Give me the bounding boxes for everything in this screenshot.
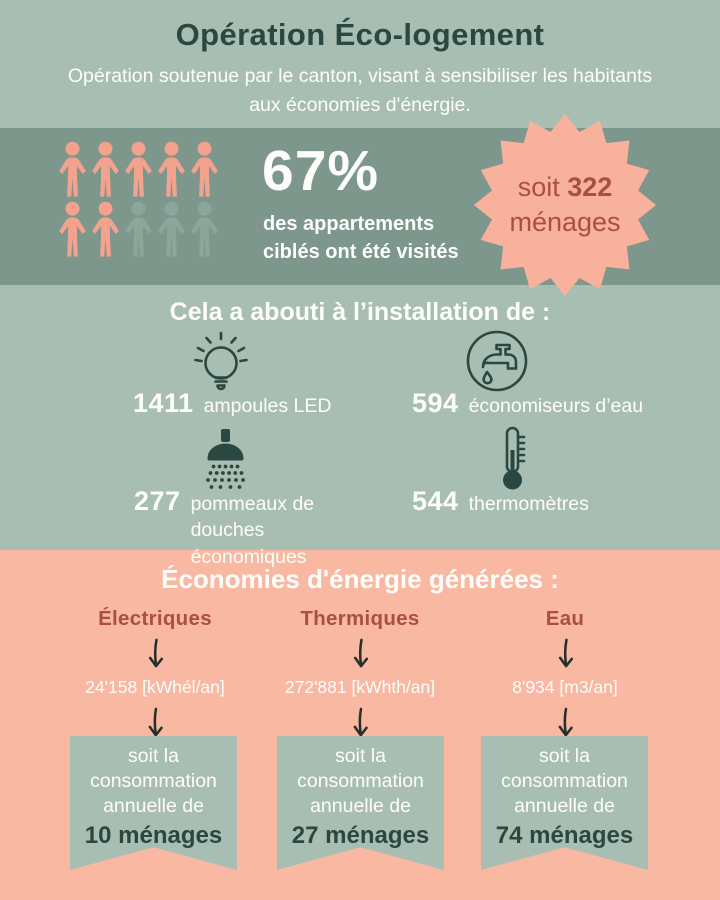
install-item-label: thermomètres (468, 493, 589, 515)
savings-column-label: Électriques (98, 607, 212, 630)
savings-column-label: Thermiques (300, 607, 420, 630)
person-icon (158, 201, 185, 257)
install-item-shower-heads: 277 pommeaux de douches économiques (134, 486, 373, 570)
shower-head-icon (206, 429, 245, 489)
badge-text: soit 322 ménages (472, 112, 658, 298)
households-badge: soit 322 ménages (472, 112, 658, 298)
down-arrow-icon (555, 638, 576, 671)
page-subtitle: Opération soutenue par le canton, visant… (67, 65, 653, 117)
savings-column-label: Eau (545, 607, 585, 630)
badge-prefix: soit (517, 171, 560, 202)
water-tap-icon (466, 330, 528, 392)
ribbon-value: 74 ménages (495, 821, 634, 849)
percent-caption: des appartements ciblés ont été visités (263, 213, 459, 263)
ribbon-text: soit la consommation annuelle de (501, 745, 628, 817)
install-item-value: 1411 (133, 388, 194, 418)
person-icon (191, 141, 218, 197)
down-arrow-icon (145, 707, 166, 740)
page-title: Opération Éco-logement (175, 17, 545, 52)
down-arrow-icon (145, 638, 166, 671)
down-arrow-icon (350, 638, 371, 671)
badge-number: 322 (567, 171, 613, 202)
badge-suffix: ménages (509, 207, 621, 237)
thermometer-icon (503, 426, 526, 490)
installation-heading: Cela a abouti à l’installation de : (169, 298, 551, 326)
savings-column-water: Eau 8'934 [m3/an] (455, 607, 675, 743)
installation-band (0, 285, 720, 550)
savings-column-value: 8'934 [m3/an] (512, 677, 618, 697)
install-item-leds: 1411 ampoules LED (133, 388, 386, 419)
percent-value: 67% (262, 139, 380, 203)
install-item-water-savers: 594 économiseurs d’eau (412, 388, 651, 419)
person-icon (158, 141, 185, 197)
ribbon-value: 27 ménages (291, 821, 430, 849)
savings-column-value: 272'881 [kWhth/an] (284, 677, 436, 697)
person-icon (125, 141, 152, 197)
person-icon (191, 201, 218, 257)
savings-column-electric: Électriques 24'158 [kWhél/an] (45, 607, 265, 743)
lightbulb-icon (194, 331, 248, 391)
install-item-label: économiseurs d’eau (468, 395, 644, 417)
install-item-value: 594 (412, 388, 459, 418)
person-icon (92, 141, 119, 197)
person-icon (92, 201, 119, 257)
person-icon (59, 141, 86, 197)
install-item-label: pommeaux de douches économiques (190, 493, 315, 568)
people-pictograph (58, 141, 219, 258)
savings-column-thermal: Thermiques 272'881 [kWhth/an] (250, 607, 470, 743)
savings-column-value: 24'158 [kWhél/an] (85, 677, 225, 697)
install-item-value: 277 (134, 486, 181, 516)
header-band (0, 0, 720, 128)
install-item-label: ampoules LED (203, 395, 332, 417)
person-icon (59, 201, 86, 257)
down-arrow-icon (350, 707, 371, 740)
ribbon-text: soit la consommation annuelle de (90, 745, 217, 817)
down-arrow-icon (555, 707, 576, 740)
ribbon-text: soit la consommation annuelle de (297, 745, 424, 817)
install-item-value: 544 (412, 486, 459, 516)
install-item-thermometers: 544 thermomètres (412, 486, 651, 517)
ribbon-value: 10 ménages (84, 821, 223, 849)
starburst-icon (473, 113, 657, 297)
person-icon (125, 201, 152, 257)
savings-heading: Économies d'énergie générées : (161, 564, 559, 594)
